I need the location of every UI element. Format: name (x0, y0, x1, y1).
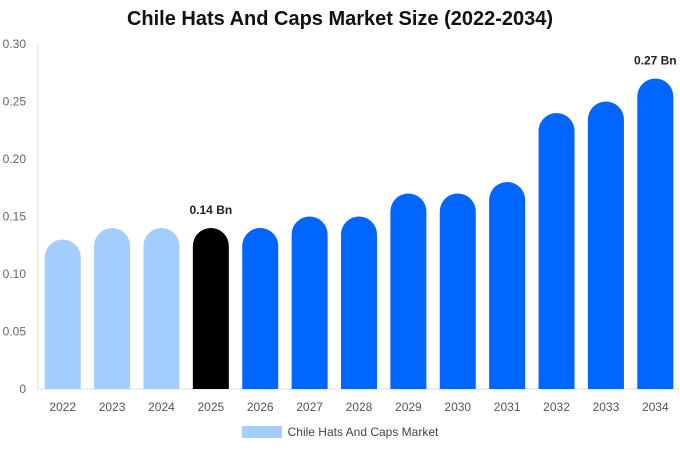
data-label: 0.14 Bn (190, 203, 233, 217)
bar-2032 (538, 113, 575, 389)
bar-2030 (439, 193, 476, 389)
bar-2034 (637, 78, 674, 389)
bar-2029 (390, 193, 427, 389)
x-tick-label: 2029 (395, 400, 422, 414)
bar-2027 (291, 216, 328, 389)
bar-2033 (587, 101, 624, 389)
y-tick-label: 0.15 (3, 210, 27, 224)
x-tick-label: 2028 (346, 400, 373, 414)
x-tick-label: 2032 (543, 400, 570, 414)
bar-2031 (489, 181, 526, 389)
y-tick-label: 0.20 (3, 152, 27, 166)
x-tick-label: 2031 (494, 400, 521, 414)
y-tick-label: 0.10 (3, 267, 27, 281)
bar-chart: 0 0.05 0.10 0.15 0.20 0.25 0.30 2022 2023 2024 202… (3, 37, 680, 414)
bar-2028 (341, 216, 377, 389)
bar-2026 (242, 228, 279, 389)
legend-label: Chile Hats And Caps Market (287, 425, 439, 439)
x-tick-label: 2022 (49, 400, 76, 414)
y-tick-label: 0.30 (3, 37, 27, 51)
x-tick-label: 2025 (197, 400, 224, 414)
x-tick-label: 2027 (296, 400, 323, 414)
legend-swatch (241, 426, 282, 438)
bar-2022 (44, 239, 81, 389)
y-tick-label: 0.25 (3, 95, 27, 109)
chart-title: Chile Hats And Caps Market Size (2022-20… (126, 8, 554, 30)
bar-2023 (94, 228, 131, 389)
x-tick-label: 2024 (148, 400, 175, 414)
y-tick-label: 0 (19, 382, 26, 396)
x-tick-label: 2026 (247, 400, 274, 414)
data-label: 0.27 Bn (634, 54, 677, 68)
x-tick-label: 2033 (593, 400, 620, 414)
x-tick-label: 2030 (444, 400, 471, 414)
legend: Chile Hats And Caps Market (0, 425, 680, 439)
bar-2025 (192, 228, 229, 389)
y-tick-label: 0.05 (3, 325, 27, 339)
x-tick-label: 2023 (99, 400, 126, 414)
bar-2024 (143, 228, 180, 389)
x-tick-label: 2034 (642, 400, 669, 414)
